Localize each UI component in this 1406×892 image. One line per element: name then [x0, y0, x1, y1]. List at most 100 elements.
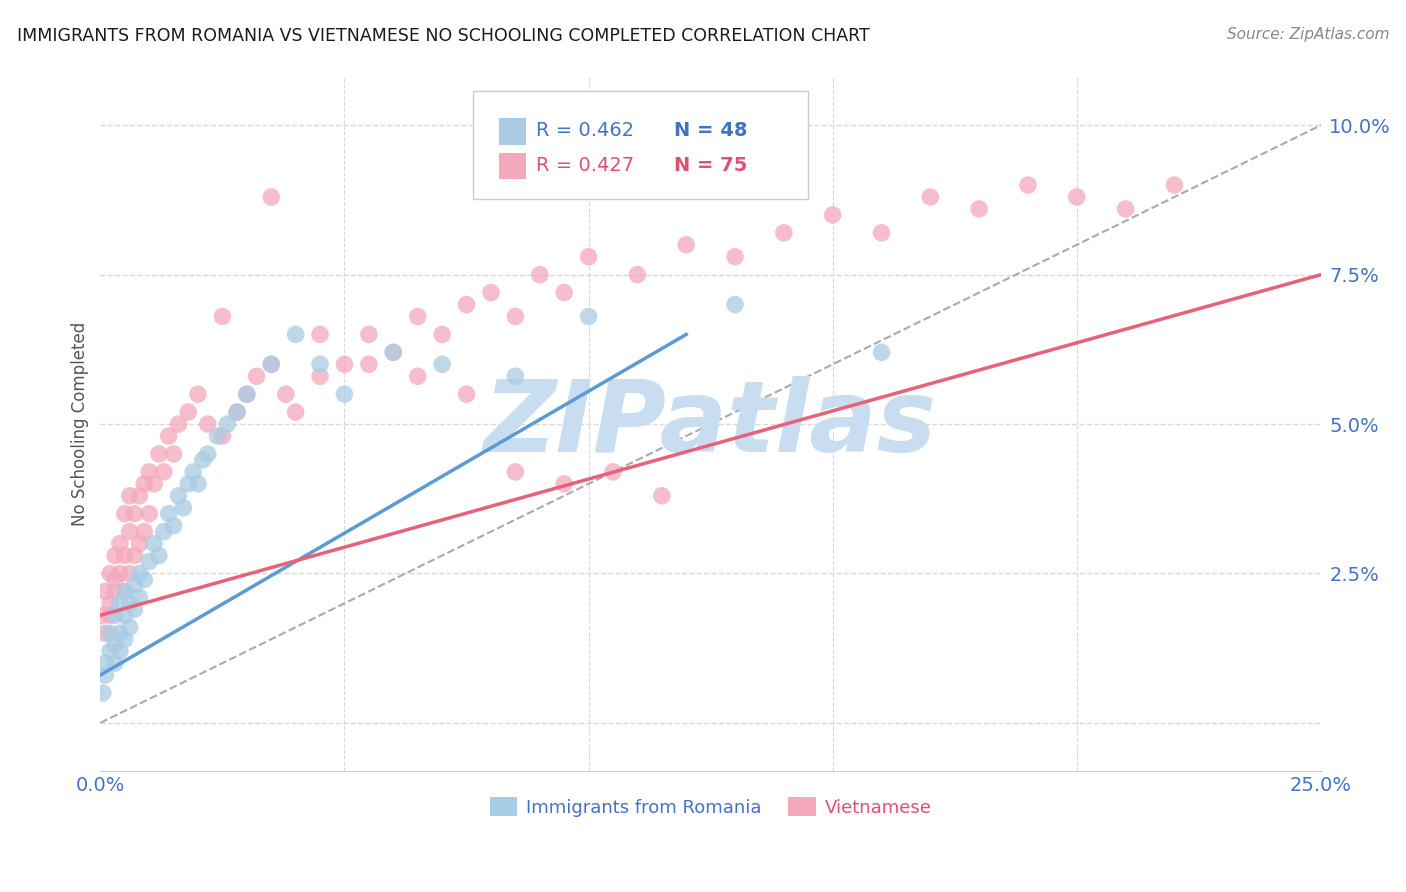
Point [505, 369, 527, 384]
Point [1115, 202, 1137, 216]
Point [108, 536, 131, 550]
Point [91, 686, 114, 700]
Point [284, 405, 307, 419]
Point [128, 489, 150, 503]
Point [226, 405, 249, 419]
Point [177, 476, 200, 491]
Point [651, 489, 673, 503]
FancyBboxPatch shape [499, 153, 526, 179]
Point [94, 656, 117, 670]
Point [108, 566, 131, 581]
Point [114, 608, 136, 623]
Point [167, 489, 190, 503]
Point [578, 310, 600, 324]
Point [773, 226, 796, 240]
Point [870, 345, 893, 359]
Text: ZIPatlas: ZIPatlas [484, 376, 938, 473]
Point [124, 578, 146, 592]
Point [382, 345, 405, 359]
Text: IMMIGRANTS FROM ROMANIA VS VIETNAMESE NO SCHOOLING COMPLETED CORRELATION CHART: IMMIGRANTS FROM ROMANIA VS VIETNAMESE NO… [17, 27, 870, 45]
Point [104, 584, 127, 599]
Point [177, 405, 200, 419]
Point [167, 417, 190, 431]
Point [430, 327, 453, 342]
Point [236, 387, 259, 401]
Point [104, 549, 127, 563]
Point [1163, 178, 1185, 192]
Point [162, 518, 184, 533]
Text: N = 48: N = 48 [673, 121, 748, 140]
Point [104, 638, 127, 652]
Point [181, 465, 204, 479]
Text: R = 0.462: R = 0.462 [536, 121, 634, 140]
Point [124, 602, 146, 616]
Point [94, 626, 117, 640]
Point [1066, 190, 1088, 204]
Point [143, 536, 166, 550]
Point [236, 387, 259, 401]
Point [724, 297, 747, 311]
Point [260, 190, 283, 204]
Point [333, 357, 356, 371]
Point [187, 387, 209, 401]
Point [226, 405, 249, 419]
Point [98, 644, 121, 658]
Point [191, 453, 214, 467]
Text: R = 0.427: R = 0.427 [536, 156, 634, 175]
Point [724, 250, 747, 264]
Point [124, 549, 146, 563]
Point [108, 626, 131, 640]
Point [104, 608, 127, 623]
Point [529, 268, 551, 282]
FancyBboxPatch shape [499, 119, 526, 145]
Point [98, 596, 121, 610]
Point [967, 202, 990, 216]
Point [94, 584, 117, 599]
Point [505, 310, 527, 324]
Point [211, 310, 233, 324]
Point [118, 524, 141, 539]
Point [128, 566, 150, 581]
Point [430, 357, 453, 371]
Point [134, 476, 156, 491]
Point [309, 327, 332, 342]
Point [138, 507, 160, 521]
Point [114, 632, 136, 647]
Point [118, 566, 141, 581]
Point [143, 476, 166, 491]
Point [456, 297, 478, 311]
Point [578, 250, 600, 264]
Text: Source: ZipAtlas.com: Source: ZipAtlas.com [1226, 27, 1389, 42]
Point [821, 208, 844, 222]
Point [134, 524, 156, 539]
Point [406, 310, 429, 324]
Point [309, 357, 332, 371]
Point [118, 620, 141, 634]
Y-axis label: No Schooling Completed: No Schooling Completed [72, 322, 89, 526]
Point [157, 507, 180, 521]
Point [217, 417, 239, 431]
Point [456, 387, 478, 401]
Point [118, 596, 141, 610]
Point [98, 566, 121, 581]
Point [153, 465, 176, 479]
Point [118, 489, 141, 503]
Point [602, 465, 624, 479]
Legend: Immigrants from Romania, Vietnamese: Immigrants from Romania, Vietnamese [482, 790, 939, 824]
Point [505, 465, 527, 479]
Point [157, 429, 180, 443]
Point [284, 327, 307, 342]
Point [197, 447, 219, 461]
Point [108, 596, 131, 610]
Point [382, 345, 405, 359]
Point [148, 447, 170, 461]
Point [626, 268, 648, 282]
Point [98, 626, 121, 640]
Point [148, 549, 170, 563]
FancyBboxPatch shape [472, 91, 808, 199]
Point [211, 429, 233, 443]
Point [108, 644, 131, 658]
Point [333, 387, 356, 401]
Point [479, 285, 502, 300]
Point [187, 476, 209, 491]
